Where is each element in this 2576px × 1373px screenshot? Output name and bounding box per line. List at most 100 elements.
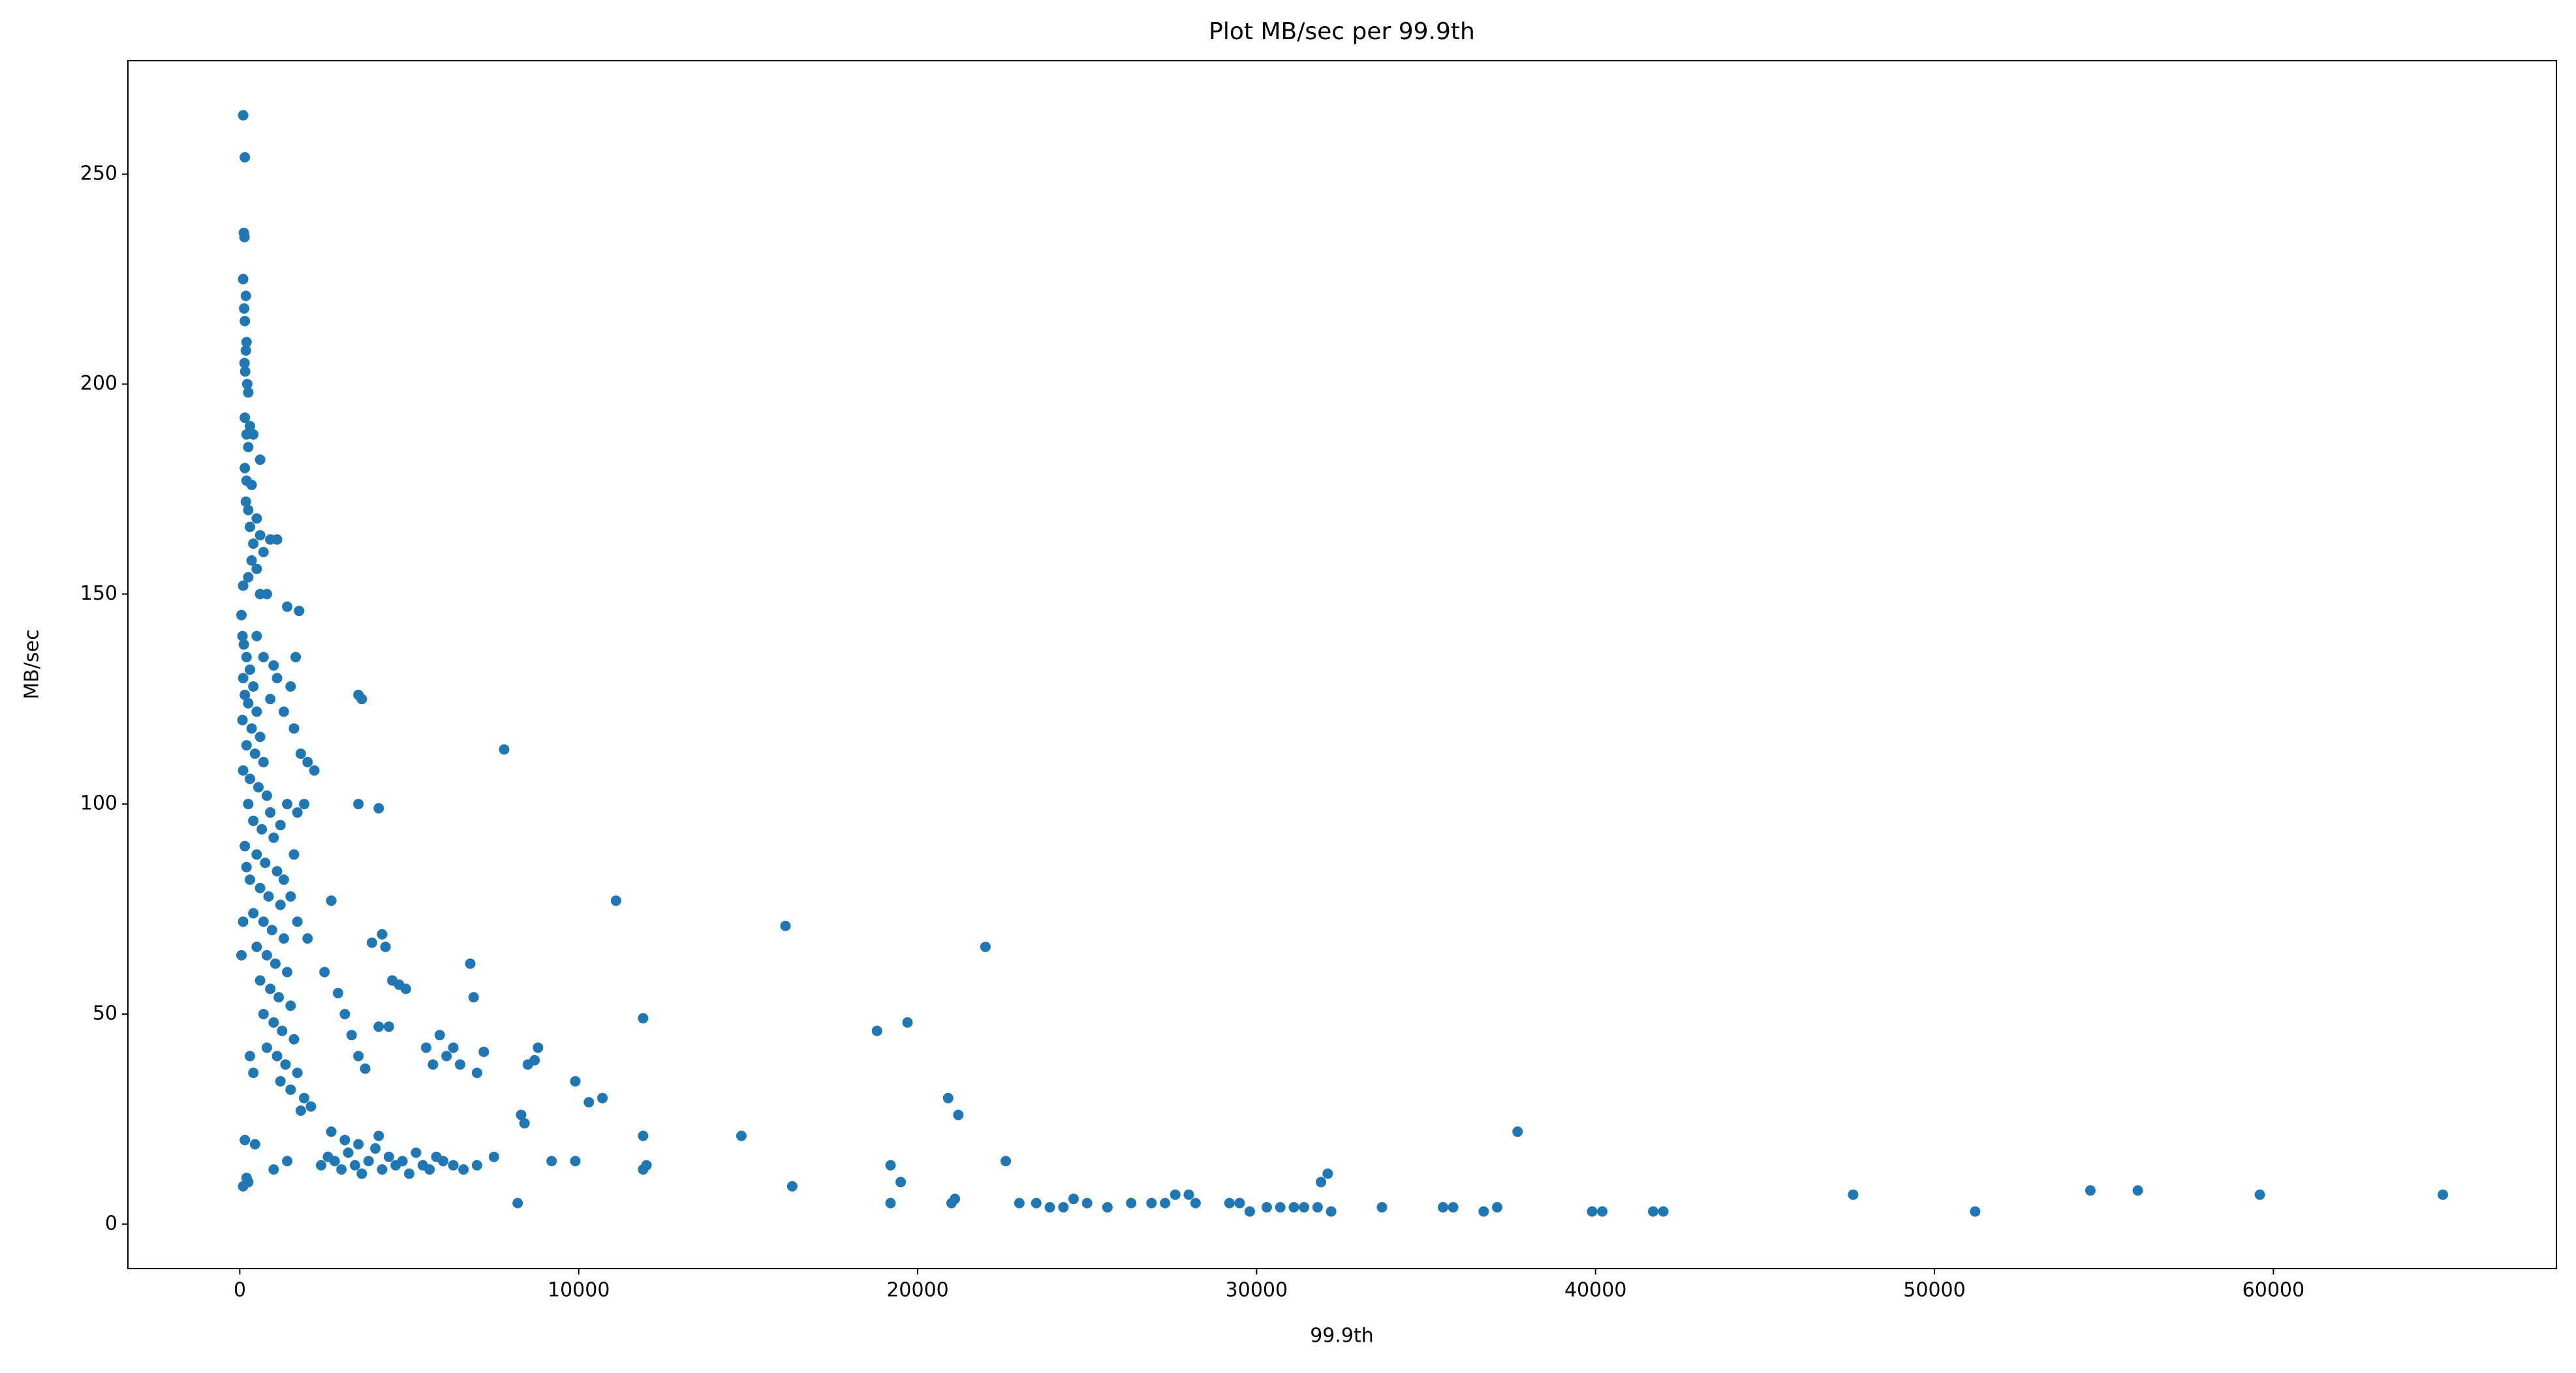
point: [278, 706, 289, 717]
point: [529, 1055, 540, 1066]
point: [980, 942, 991, 953]
point: [251, 563, 262, 574]
point: [499, 744, 510, 755]
point: [248, 681, 259, 692]
point: [248, 815, 259, 826]
point: [353, 1139, 364, 1150]
point: [238, 580, 249, 591]
point: [339, 1008, 350, 1019]
point: [272, 1051, 283, 1062]
point: [282, 601, 293, 612]
point: [1058, 1202, 1069, 1213]
point: [454, 1059, 465, 1070]
point: [275, 899, 286, 910]
point: [583, 1097, 595, 1108]
point: [546, 1156, 557, 1167]
point: [1261, 1202, 1272, 1213]
point: [421, 1042, 432, 1053]
chart-title: Plot MB/sec per 99.9th: [1209, 18, 1475, 45]
point: [885, 1197, 896, 1209]
point: [268, 832, 279, 843]
point: [953, 1109, 964, 1120]
point: [1326, 1206, 1337, 1217]
point: [255, 732, 266, 743]
x-tick-label: 60000: [2242, 1279, 2304, 1302]
point: [397, 1156, 408, 1167]
point: [260, 857, 271, 869]
point: [272, 673, 283, 684]
point: [1288, 1202, 1299, 1213]
point: [316, 1160, 327, 1171]
point: [448, 1160, 459, 1171]
point: [243, 698, 254, 709]
point: [1014, 1197, 1025, 1209]
point: [268, 1164, 279, 1175]
point: [383, 1151, 394, 1162]
point: [336, 1164, 347, 1175]
x-tick-label: 40000: [1564, 1279, 1626, 1302]
point: [441, 1051, 452, 1062]
point: [1478, 1206, 1489, 1217]
point: [326, 895, 337, 906]
point: [1031, 1197, 1042, 1209]
point: [353, 799, 364, 810]
point: [1146, 1197, 1157, 1209]
point: [343, 1147, 354, 1158]
point: [240, 152, 251, 163]
point: [1183, 1189, 1194, 1200]
point: [246, 555, 257, 566]
point: [1438, 1202, 1449, 1213]
point: [1322, 1168, 1333, 1179]
point: [292, 807, 303, 818]
point: [238, 1180, 249, 1192]
point: [1170, 1189, 1181, 1200]
point: [263, 891, 274, 902]
point: [1102, 1202, 1113, 1213]
point: [249, 1139, 260, 1150]
point: [240, 366, 251, 377]
x-tick-label: 50000: [1903, 1279, 1965, 1302]
point: [285, 1084, 296, 1095]
point: [244, 1051, 255, 1062]
point: [478, 1046, 489, 1057]
x-tick-label: 30000: [1226, 1279, 1288, 1302]
point: [363, 1156, 374, 1167]
point: [272, 866, 283, 877]
point: [251, 513, 262, 524]
point: [1658, 1206, 1669, 1217]
point: [326, 1126, 337, 1137]
point: [268, 1017, 279, 1028]
point: [268, 660, 279, 671]
point: [373, 1021, 384, 1032]
point: [533, 1042, 544, 1053]
point: [261, 790, 272, 801]
point: [238, 673, 249, 684]
point: [1848, 1189, 1859, 1200]
point: [516, 1109, 527, 1120]
y-tick-label: 250: [80, 162, 117, 185]
point: [1126, 1197, 1137, 1209]
x-tick-label: 20000: [886, 1279, 948, 1302]
point: [294, 606, 305, 617]
point: [871, 1025, 882, 1036]
point: [236, 949, 247, 961]
point: [736, 1130, 747, 1141]
point: [255, 882, 266, 893]
point: [610, 895, 621, 906]
y-tick-label: 50: [93, 1002, 117, 1025]
point: [885, 1160, 896, 1171]
point: [1312, 1202, 1323, 1213]
point: [237, 630, 248, 641]
point: [302, 933, 313, 944]
point: [1299, 1202, 1310, 1213]
point: [2132, 1185, 2143, 1196]
point: [243, 442, 254, 453]
point: [295, 748, 306, 759]
point: [488, 1151, 499, 1162]
point: [1001, 1156, 1012, 1167]
point: [302, 756, 313, 767]
point: [240, 841, 251, 852]
point: [1234, 1197, 1245, 1209]
point: [239, 232, 250, 243]
